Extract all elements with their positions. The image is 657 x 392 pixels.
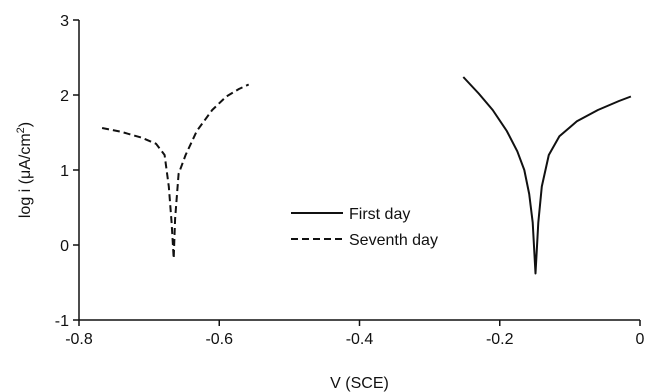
- x-tick-label: -0.4: [346, 331, 374, 348]
- series-group: [101, 76, 632, 275]
- x-axis-label: V (SCE): [330, 375, 389, 392]
- axes: [78, 20, 640, 321]
- y-axis-label-main: log i (μA/cm: [17, 133, 34, 218]
- y-axis-label-close: ): [17, 122, 34, 127]
- y-axis-label: log i (μA/cm2): [15, 122, 34, 218]
- y-tick-label: 3: [60, 13, 69, 30]
- y-tick-label: 0: [60, 238, 69, 255]
- x-tick-label: -0.8: [65, 331, 93, 348]
- series-line-first-day: [462, 76, 632, 275]
- ticks: -0.8 -0.6 -0.4 -0.2 0 -1 0 1 2 3: [55, 13, 645, 348]
- x-tick-label: -0.2: [486, 331, 514, 348]
- legend-label: First day: [349, 206, 410, 223]
- series-line-seventh-day: [101, 83, 250, 260]
- y-tick-label: 1: [60, 163, 69, 180]
- x-tick-label: 0: [636, 331, 645, 348]
- legend-label: Seventh day: [349, 232, 438, 249]
- x-tick-label: -0.6: [205, 331, 233, 348]
- y-axis-label-sup: 2: [15, 127, 27, 133]
- y-tick-label: 2: [60, 88, 69, 105]
- legend: First day Seventh day: [291, 206, 438, 249]
- y-tick-label: -1: [55, 313, 69, 330]
